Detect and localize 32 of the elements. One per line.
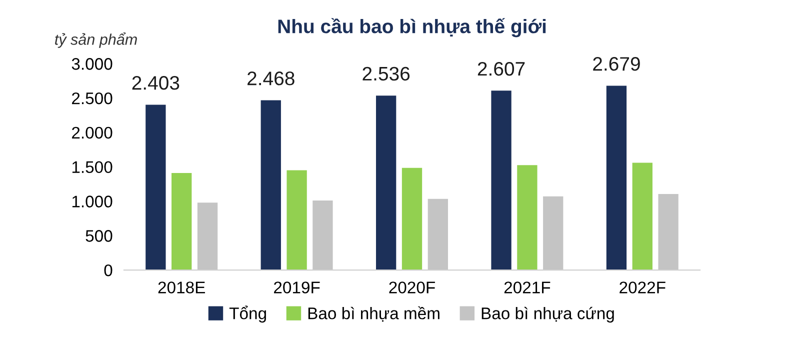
legend-label: Bao bì nhựa cứng xyxy=(482,306,614,323)
bar xyxy=(517,165,538,270)
y-tick-label: 3.000 xyxy=(72,58,112,70)
bar xyxy=(402,168,422,270)
bar xyxy=(286,170,307,270)
x-tick-label: 2020F xyxy=(389,282,435,294)
bar xyxy=(172,173,192,270)
y-tick-label: 1.500 xyxy=(72,161,112,174)
data-label: 2.607 xyxy=(478,62,525,76)
x-tick-label: 2019F xyxy=(274,282,320,294)
y-tick-label: 2.000 xyxy=(72,126,112,139)
y-tick-label: 1.000 xyxy=(72,196,112,208)
bar xyxy=(491,90,512,270)
data-label: 2.403 xyxy=(132,76,180,90)
bar xyxy=(376,96,396,270)
data-label: 2.468 xyxy=(248,72,294,86)
bar xyxy=(632,162,652,270)
data-label: 2.536 xyxy=(362,66,410,81)
data-label: 2.679 xyxy=(593,57,640,71)
x-tick-label: 2018E xyxy=(158,282,205,294)
y-axis-title: tỷ sản phẩm xyxy=(55,32,137,48)
y-tick-label: 2.500 xyxy=(72,92,112,104)
bar xyxy=(260,100,281,270)
bar xyxy=(146,104,166,270)
legend-label: Bao bì nhựa mềm xyxy=(308,306,440,322)
chart-title: Nhu cầu bao bì nhựa thế giới xyxy=(278,18,546,38)
bar xyxy=(606,86,627,270)
x-tick-label: 2022F xyxy=(620,282,666,294)
y-tick-label: 500 xyxy=(86,230,112,242)
y-tick-label: 0 xyxy=(104,264,112,276)
legend-label: Tổng xyxy=(229,306,266,323)
x-tick-label: 2021F xyxy=(504,282,550,294)
